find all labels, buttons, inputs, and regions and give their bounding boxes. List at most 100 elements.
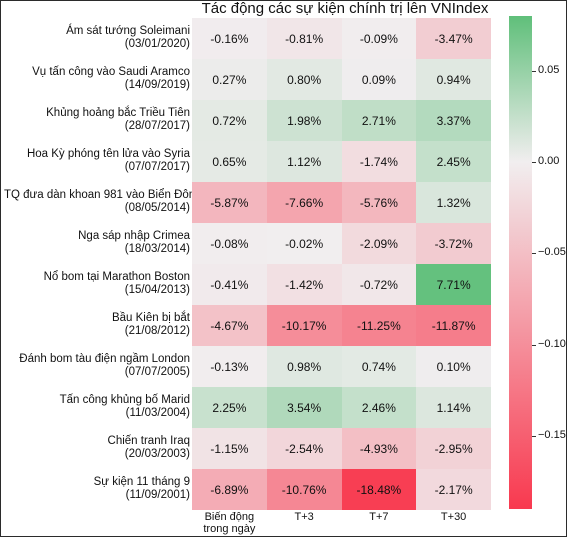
heatmap-cell: -11.25% <box>341 305 417 346</box>
colorbar <box>509 16 532 509</box>
heatmap-cell: 2.45% <box>416 141 491 182</box>
heatmap-cell: 0.09% <box>341 59 417 100</box>
row-label-date: (07/07/2017) <box>124 161 190 173</box>
heatmap-cell: -0.41% <box>192 264 267 305</box>
row-label-date: (14/09/2019) <box>124 79 190 91</box>
colorbar-tick-label: −0.05 <box>538 246 566 259</box>
row-label: Vụ tấn công vào Saudi Aramco (14/09/2019) <box>4 66 190 92</box>
heatmap-cell: 3.37% <box>416 100 491 141</box>
heatmap-cell: -0.13% <box>192 346 267 387</box>
column-label: T+30 <box>440 511 467 523</box>
row-label-event: Chiến tranh Iraq <box>107 435 190 447</box>
heatmap-cell: 0.74% <box>341 346 417 387</box>
row-label: Tấn công khủng bố Marid (11/03/2004) <box>4 394 190 420</box>
heatmap-cell: -10.76% <box>266 469 342 510</box>
row-label: Chiến tranh Iraq (20/03/2003) <box>4 435 190 461</box>
heatmap-cell: 0.27% <box>192 59 267 100</box>
row-label-event: Đánh bom tàu điện ngầm London <box>19 353 190 365</box>
chart-title: Tác động các sự kiện chính trị lên VNInd… <box>201 0 489 17</box>
heatmap-cell: -2.17% <box>416 469 491 510</box>
heatmap-cell: -5.76% <box>341 182 417 223</box>
heatmap-cell: -4.67% <box>192 305 267 346</box>
row-label-date: (11/03/2004) <box>125 407 190 419</box>
heatmap-cell: 1.98% <box>266 100 342 141</box>
heatmap-cell: 1.12% <box>266 141 342 182</box>
heatmap-cell: 2.25% <box>192 387 267 428</box>
heatmap-cell: -2.95% <box>416 428 491 469</box>
row-label: Nga sáp nhập Crimea (18/03/2014) <box>4 230 190 256</box>
heatmap-cell: -0.16% <box>192 18 267 59</box>
heatmap-cell: -6.89% <box>192 469 267 510</box>
row-label-event: TQ đưa dàn khoan 981 vào Biển Đông <box>4 189 202 201</box>
heatmap-cell: -0.09% <box>341 18 417 59</box>
heatmap-cell: 2.46% <box>341 387 417 428</box>
row-label: Sự kiện 11 tháng 9 (11/09/2001) <box>4 476 190 502</box>
row-label: Ám sát tướng Soleimani (03/01/2020) <box>4 25 190 51</box>
row-label-date: (15/04/2013) <box>124 284 190 296</box>
heatmap-cell: -0.08% <box>192 223 267 264</box>
column-label: T+7 <box>369 511 389 523</box>
row-label-event: Sự kiện 11 tháng 9 <box>93 476 190 488</box>
row-label-date: (03/01/2020) <box>124 38 190 50</box>
heatmap-cell: 0.80% <box>266 59 342 100</box>
heatmap-cell: 2.71% <box>341 100 417 141</box>
colorbar-tick-label: −0.10 <box>538 337 566 350</box>
row-label-date: (08/05/2014) <box>124 202 190 214</box>
row-label-event: Ám sát tướng Soleimani <box>66 25 190 37</box>
row-label-event: Tấn công khủng bố Marid <box>59 394 190 406</box>
row-label: TQ đưa dàn khoan 981 vào Biển Đông (08/05… <box>4 189 202 215</box>
heatmap-cell: 7.71% <box>416 264 491 305</box>
row-label: Hoa Kỳ phóng tên lửa vào Syria (07/07/201… <box>4 148 190 174</box>
row-label-date: (11/09/2001) <box>125 489 190 501</box>
heatmap-cell: -2.09% <box>341 223 417 264</box>
heatmap-cell: 0.72% <box>192 100 267 141</box>
column-label: T+3 <box>294 511 314 523</box>
row-label-date: (21/08/2012) <box>124 325 190 337</box>
colorbar-tick-label: −0.15 <box>538 428 566 441</box>
heatmap-cell: 3.54% <box>266 387 342 428</box>
row-label-event: Bầu Kiên bị bắt <box>111 312 190 324</box>
heatmap-cell: -1.74% <box>341 141 417 182</box>
row-label: Đánh bom tàu điện ngầm London (07/07/2005… <box>4 353 190 379</box>
row-label-date: (18/03/2014) <box>124 243 190 255</box>
row-label: Bầu Kiên bị bắt (21/08/2012) <box>4 312 190 338</box>
heatmap-cell: -0.02% <box>266 223 342 264</box>
heatmap-cell: -10.17% <box>266 305 342 346</box>
heatmap-cell: -7.66% <box>266 182 342 223</box>
heatmap-cell: 1.32% <box>416 182 491 223</box>
heatmap-cell: -2.54% <box>266 428 342 469</box>
row-label-date: (28/07/2017) <box>124 120 190 132</box>
heatmap-cell: -3.72% <box>416 223 491 264</box>
heatmap-cell: -11.87% <box>416 305 491 346</box>
row-label-event: Vụ tấn công vào Saudi Aramco <box>32 66 190 78</box>
colorbar-tick <box>532 162 536 164</box>
column-label: Biến động trong ngày <box>203 511 256 535</box>
heatmap-cell: 0.94% <box>416 59 491 100</box>
heatmap-cell: -18.48% <box>341 469 417 510</box>
row-label: Khủng hoảng bắc Triều Tiên (28/07/2017) <box>4 107 190 133</box>
heatmap-cell: 0.98% <box>266 346 342 387</box>
heatmap-cell: -1.15% <box>192 428 267 469</box>
row-label-event: Nổ bom tại Marathon Boston <box>43 271 190 283</box>
row-label-event: Khủng hoảng bắc Triều Tiên <box>46 107 190 119</box>
row-label-event: Nga sáp nhập Crimea <box>78 230 190 242</box>
colorbar-tick <box>532 344 536 346</box>
heatmap-cell: -3.47% <box>416 18 491 59</box>
row-label-date: (07/07/2005) <box>124 366 190 378</box>
heatmap-cell: 0.10% <box>416 346 491 387</box>
heatmap-cell: -4.93% <box>341 428 417 469</box>
heatmap-cell: 1.14% <box>416 387 491 428</box>
colorbar-tick <box>532 253 536 255</box>
colorbar-tick <box>532 70 536 72</box>
row-label-event: Hoa Kỳ phóng tên lửa vào Syria <box>26 148 190 160</box>
heatmap-cell: 0.65% <box>192 141 267 182</box>
colorbar-tick-label: 0.00 <box>538 155 560 168</box>
heatmap-cell: -0.81% <box>266 18 342 59</box>
heatmap-cell: -1.42% <box>266 264 342 305</box>
colorbar-tick <box>532 435 536 437</box>
heatmap-cell: -0.72% <box>341 264 417 305</box>
row-label-date: (20/03/2003) <box>124 448 190 460</box>
heatmap-grid: -0.16% -0.81% -0.09% -3.47% 0.27% 0.80% 0.09% 0… <box>192 18 491 510</box>
heatmap-cell: -5.87% <box>192 182 267 223</box>
colorbar-tick-label: 0.05 <box>538 63 560 76</box>
